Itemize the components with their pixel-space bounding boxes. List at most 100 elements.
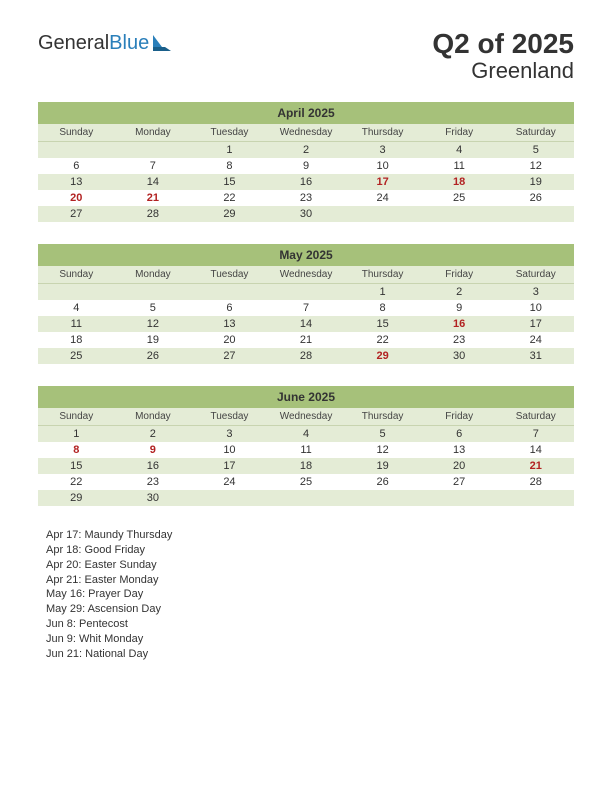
calendar-row: 1234567 (38, 426, 574, 442)
calendar-cell: 11 (421, 158, 498, 174)
calendar-cell: 28 (115, 206, 192, 222)
calendar-cell: 1 (344, 284, 421, 300)
calendar-cell: 20 (421, 458, 498, 474)
day-header: Saturday (497, 124, 574, 141)
holiday-entry: Apr 21: Easter Monday (46, 573, 574, 588)
calendar-row: 123 (38, 284, 574, 300)
calendar-cell (38, 142, 115, 158)
calendar-cell: 3 (344, 142, 421, 158)
calendar-cell: 6 (38, 158, 115, 174)
calendar-cell: 15 (191, 174, 268, 190)
calendar-cell: 24 (497, 332, 574, 348)
calendar-cell: 4 (38, 300, 115, 316)
calendar-cell: 22 (191, 190, 268, 206)
header: GeneralBlue Q2 of 2025 Greenland (38, 28, 574, 84)
calendar-cell: 16 (115, 458, 192, 474)
calendar-cell: 8 (38, 442, 115, 458)
calendar-cell: 8 (191, 158, 268, 174)
calendar-cell: 15 (344, 316, 421, 332)
calendar-month: June 2025SundayMondayTuesdayWednesdayThu… (38, 386, 574, 506)
calendar-cell: 19 (344, 458, 421, 474)
day-header: Wednesday (268, 266, 345, 283)
day-header: Wednesday (268, 124, 345, 141)
calendar-row: 11121314151617 (38, 316, 574, 332)
calendar-row: 6789101112 (38, 158, 574, 174)
day-header: Monday (115, 408, 192, 425)
calendar-cell: 14 (115, 174, 192, 190)
calendar-cell: 10 (497, 300, 574, 316)
calendar-cell: 9 (115, 442, 192, 458)
calendar-cell: 25 (38, 348, 115, 364)
holiday-entry: Jun 21: National Day (46, 647, 574, 662)
calendar-day-headers: SundayMondayTuesdayWednesdayThursdayFrid… (38, 266, 574, 284)
calendar-cell: 5 (115, 300, 192, 316)
calendar-cell: 2 (268, 142, 345, 158)
calendar-cell: 17 (191, 458, 268, 474)
calendar-cell: 28 (268, 348, 345, 364)
day-header: Sunday (38, 408, 115, 425)
calendar-cell (497, 206, 574, 222)
calendar-title: May 2025 (38, 244, 574, 266)
title-block: Q2 of 2025 Greenland (432, 28, 574, 84)
day-header: Friday (421, 124, 498, 141)
day-header: Wednesday (268, 408, 345, 425)
holiday-entry: Apr 17: Maundy Thursday (46, 528, 574, 543)
calendar-cell: 17 (344, 174, 421, 190)
calendar-cell: 16 (421, 316, 498, 332)
calendar-month: April 2025SundayMondayTuesdayWednesdayTh… (38, 102, 574, 222)
calendar-cell: 22 (38, 474, 115, 490)
calendar-cell: 3 (191, 426, 268, 442)
calendar-day-headers: SundayMondayTuesdayWednesdayThursdayFrid… (38, 124, 574, 142)
calendar-cell: 18 (421, 174, 498, 190)
calendar-cell: 7 (268, 300, 345, 316)
calendar-cell: 27 (38, 206, 115, 222)
calendar-row: 15161718192021 (38, 458, 574, 474)
calendar-cell: 19 (497, 174, 574, 190)
calendar-cell: 30 (115, 490, 192, 506)
logo-text-b: Blue (109, 32, 149, 55)
calendar-cell: 8 (344, 300, 421, 316)
calendar-cell: 12 (115, 316, 192, 332)
calendar-cell: 29 (38, 490, 115, 506)
day-header: Sunday (38, 266, 115, 283)
calendar-cell: 12 (497, 158, 574, 174)
calendar-cell: 14 (497, 442, 574, 458)
calendar-title: June 2025 (38, 386, 574, 408)
calendar-cell (344, 206, 421, 222)
calendar-cell (421, 206, 498, 222)
holidays-list: Apr 17: Maundy ThursdayApr 18: Good Frid… (38, 528, 574, 662)
day-header: Friday (421, 266, 498, 283)
calendar-month: May 2025SundayMondayTuesdayWednesdayThur… (38, 244, 574, 364)
calendar-cell: 26 (497, 190, 574, 206)
calendar-cell: 29 (191, 206, 268, 222)
calendar-cell: 19 (115, 332, 192, 348)
day-header: Monday (115, 124, 192, 141)
calendar-cell: 13 (38, 174, 115, 190)
day-header: Thursday (344, 266, 421, 283)
calendars-container: April 2025SundayMondayTuesdayWednesdayTh… (38, 102, 574, 506)
page-subtitle: Greenland (432, 58, 574, 84)
calendar-cell: 12 (344, 442, 421, 458)
calendar-cell: 21 (268, 332, 345, 348)
day-header: Saturday (497, 408, 574, 425)
calendar-cell (191, 284, 268, 300)
calendar-row: 25262728293031 (38, 348, 574, 364)
calendar-cell: 13 (421, 442, 498, 458)
day-header: Friday (421, 408, 498, 425)
calendar-cell (497, 490, 574, 506)
calendar-cell: 5 (497, 142, 574, 158)
day-header: Thursday (344, 408, 421, 425)
calendar-cell: 20 (38, 190, 115, 206)
holiday-entry: May 29: Ascension Day (46, 602, 574, 617)
day-header: Saturday (497, 266, 574, 283)
holiday-entry: Jun 8: Pentecost (46, 617, 574, 632)
calendar-cell: 9 (268, 158, 345, 174)
calendar-cell: 15 (38, 458, 115, 474)
calendar-cell: 2 (115, 426, 192, 442)
holiday-entry: Jun 9: Whit Monday (46, 632, 574, 647)
calendar-row: 13141516171819 (38, 174, 574, 190)
calendar-cell (115, 142, 192, 158)
calendar-cell: 28 (497, 474, 574, 490)
calendar-row: 27282930 (38, 206, 574, 222)
calendar-cell: 24 (191, 474, 268, 490)
